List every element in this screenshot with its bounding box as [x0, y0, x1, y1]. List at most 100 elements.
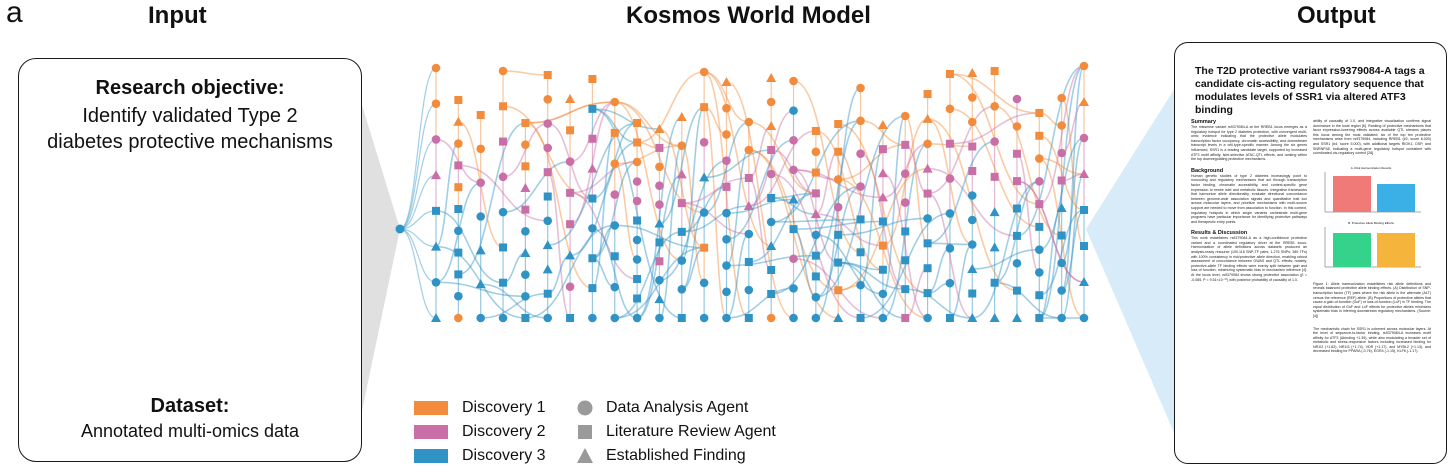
graph-edge — [703, 121, 750, 214]
graph-node-circle — [521, 270, 530, 279]
graph-edge — [994, 281, 1062, 319]
graph-edge — [1016, 65, 1085, 237]
graph-node-square — [588, 194, 597, 203]
graph-node-circle — [1012, 122, 1022, 131]
graph-node-triangle — [542, 264, 553, 274]
graph-node-circle — [521, 140, 530, 149]
graph-node-circle — [722, 287, 731, 297]
square-icon — [578, 424, 592, 439]
graph-node-square — [1012, 286, 1021, 295]
graph-node-circle — [632, 196, 642, 206]
graph-node-square — [722, 182, 731, 191]
graph-node-square — [454, 161, 463, 170]
graph-edge — [726, 198, 794, 214]
graph-edge — [435, 142, 460, 248]
graph-node-square — [968, 142, 977, 151]
legend-label: Data Analysis Agent — [606, 399, 749, 416]
graph-edge — [503, 105, 593, 200]
graph-node-circle — [588, 313, 597, 323]
graph-node-square — [856, 314, 865, 322]
circle-icon — [577, 400, 593, 416]
graph-node-circle — [967, 191, 977, 200]
graph-edge — [614, 224, 705, 249]
graph-node-circle — [833, 202, 843, 212]
graph-node-square — [454, 96, 463, 104]
legend-established-finding: Established Finding — [576, 444, 776, 468]
graph-node-circle — [543, 119, 553, 128]
graph-node-triangle — [1056, 203, 1067, 212]
graph-node-circle — [677, 256, 687, 265]
graph-node-circle — [1079, 61, 1089, 71]
graph-edge — [659, 128, 705, 249]
graph-node-square — [521, 162, 530, 171]
graph-edge — [927, 140, 995, 245]
graph-node-circle — [1012, 258, 1022, 268]
graph-node-triangle — [1079, 169, 1089, 178]
graph-edge — [793, 220, 883, 230]
graph-edge — [592, 108, 682, 319]
graph-node-square — [901, 285, 910, 294]
graph-node-circle — [856, 182, 865, 191]
objective-title: Research objective: — [95, 77, 285, 99]
graph-node-circle — [632, 313, 642, 323]
graph-node-circle — [565, 157, 575, 166]
graph-edge — [905, 288, 973, 319]
graph-node-square — [811, 272, 820, 281]
discovery-2-swatch — [414, 424, 448, 439]
graph-edge — [480, 283, 548, 319]
graph-node-circle — [655, 313, 664, 323]
graph-node-square — [834, 230, 843, 239]
mini-chart-b-title: B. Protective Allele Binding Effects — [1348, 220, 1394, 225]
graph-node-circle — [1057, 121, 1066, 130]
graph-node-circle — [655, 181, 664, 190]
graph-node-circle — [476, 144, 485, 154]
graph-node-square — [901, 256, 910, 265]
graph-node-triangle — [654, 218, 665, 228]
graph-edge — [771, 197, 816, 215]
graph-node-square — [923, 189, 932, 198]
paper-title: The T2D protective variant rs9379084-A t… — [1195, 65, 1425, 116]
graph-node-square — [1035, 200, 1044, 209]
graph-edge — [480, 292, 548, 319]
graph-node-circle — [476, 178, 485, 187]
graph-edge — [726, 139, 794, 241]
paper-left-column: Summary The missense variant rs9379084-A… — [1191, 119, 1307, 282]
graph-node-circle — [744, 145, 754, 155]
graph-node-circle — [789, 76, 798, 86]
graph-edge — [1016, 152, 1041, 274]
graph-edge — [748, 149, 839, 319]
graph-node-triangle — [520, 183, 531, 192]
graph-node-square — [945, 139, 954, 148]
graph-node-circle — [1035, 177, 1044, 186]
graph-node-triangle — [766, 121, 777, 130]
graph-edge — [815, 213, 883, 247]
graph-edge — [793, 80, 861, 254]
objective-line-1: Identify validated Type 2 — [82, 105, 298, 127]
graph-node-triangle — [475, 245, 486, 255]
graph-node-circle — [454, 313, 463, 323]
graph-node-square — [432, 206, 440, 215]
graph-edge — [1060, 137, 1085, 264]
graph-node-circle — [811, 292, 821, 302]
graph-node-circle — [945, 278, 955, 288]
graph-edge — [614, 101, 682, 262]
legend-data-analysis-agent: Data Analysis Agent — [576, 396, 776, 420]
graph-edge — [703, 71, 772, 247]
graph-node-square — [566, 220, 575, 229]
graph-node-square — [811, 168, 820, 177]
graph-edge — [592, 108, 660, 130]
graph-edge — [1039, 209, 1085, 297]
graph-node-square — [990, 172, 999, 181]
graph-edge — [592, 161, 638, 260]
graph-node-circle — [632, 157, 642, 167]
graph-node-square — [677, 314, 686, 322]
graph-node-square — [566, 314, 575, 322]
discovery-3-swatch — [414, 448, 448, 463]
graph-edge — [927, 105, 995, 195]
graph-edge — [815, 115, 906, 299]
graph-node-circle — [431, 135, 441, 144]
graph-edge — [592, 108, 638, 144]
graph-edge — [399, 103, 437, 230]
graph-edge — [838, 123, 928, 294]
graph-edge — [838, 261, 883, 271]
